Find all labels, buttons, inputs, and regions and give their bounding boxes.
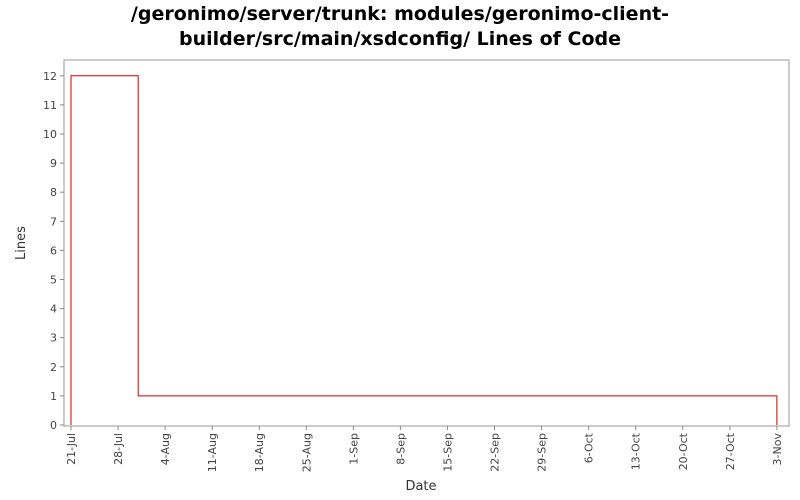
x-axis: 21-Jul 28-Jul 4-Aug 11-Aug 18-Aug 25-Aug 1-Sep… (65, 426, 784, 472)
x-tick-label-20-Oct: 20-Oct (677, 432, 690, 470)
x-tick-label-15-Sep: 15-Sep (441, 433, 454, 472)
x-tick-label-25-Aug: 25-Aug (300, 433, 313, 472)
x-axis-label: Date (405, 479, 436, 494)
y-axis-label: Lines (14, 226, 29, 260)
y-tick-label-11: 11 (43, 99, 57, 112)
x-tick-label-29-Sep: 29-Sep (536, 433, 549, 472)
y-tick-label-1: 1 (50, 390, 57, 403)
x-tick-label-28-Jul: 28-Jul (112, 433, 125, 465)
series-line-0 (70, 75, 778, 425)
series-layer (70, 75, 778, 425)
y-tick-label-0: 0 (50, 419, 57, 432)
x-tick-label-18-Aug: 18-Aug (253, 433, 266, 472)
y-tick-label-5: 5 (50, 274, 57, 287)
chart-title-line-2: builder/src/main/xsdconfig/ Lines of Cod… (178, 28, 622, 50)
x-tick-label-6-Oct: 6-Oct (583, 432, 596, 463)
y-tick-label-6: 6 (50, 244, 57, 257)
y-tick-label-3: 3 (50, 332, 57, 345)
x-tick-label-13-Oct: 13-Oct (630, 432, 643, 470)
y-tick-label-12: 12 (43, 70, 57, 83)
y-tick-label-4: 4 (50, 303, 57, 316)
y-tick-label-10: 10 (43, 128, 57, 141)
x-tick-label-11-Aug: 11-Aug (206, 433, 219, 472)
chart-title-line-1: /geronimo/server/trunk: modules/geronimo… (130, 3, 670, 25)
y-tick-label-9: 9 (50, 157, 57, 170)
y-tick-label-2: 2 (50, 361, 57, 374)
x-tick-label-8-Sep: 8-Sep (394, 433, 407, 465)
x-tick-label-27-Oct: 27-Oct (724, 432, 737, 470)
plot-area (63, 59, 790, 427)
y-tick-label-8: 8 (50, 186, 57, 199)
x-tick-label-4-Aug: 4-Aug (159, 433, 172, 465)
x-tick-label-22-Sep: 22-Sep (489, 433, 502, 472)
x-tick-label-1-Sep: 1-Sep (347, 433, 360, 465)
chart-title: /geronimo/server/trunk: modules/geronimo… (0, 2, 800, 52)
x-tick-label-3-Nov: 3-Nov (771, 433, 784, 466)
y-tick-label-7: 7 (50, 215, 57, 228)
x-tick-label-21-Jul: 21-Jul (65, 433, 78, 465)
